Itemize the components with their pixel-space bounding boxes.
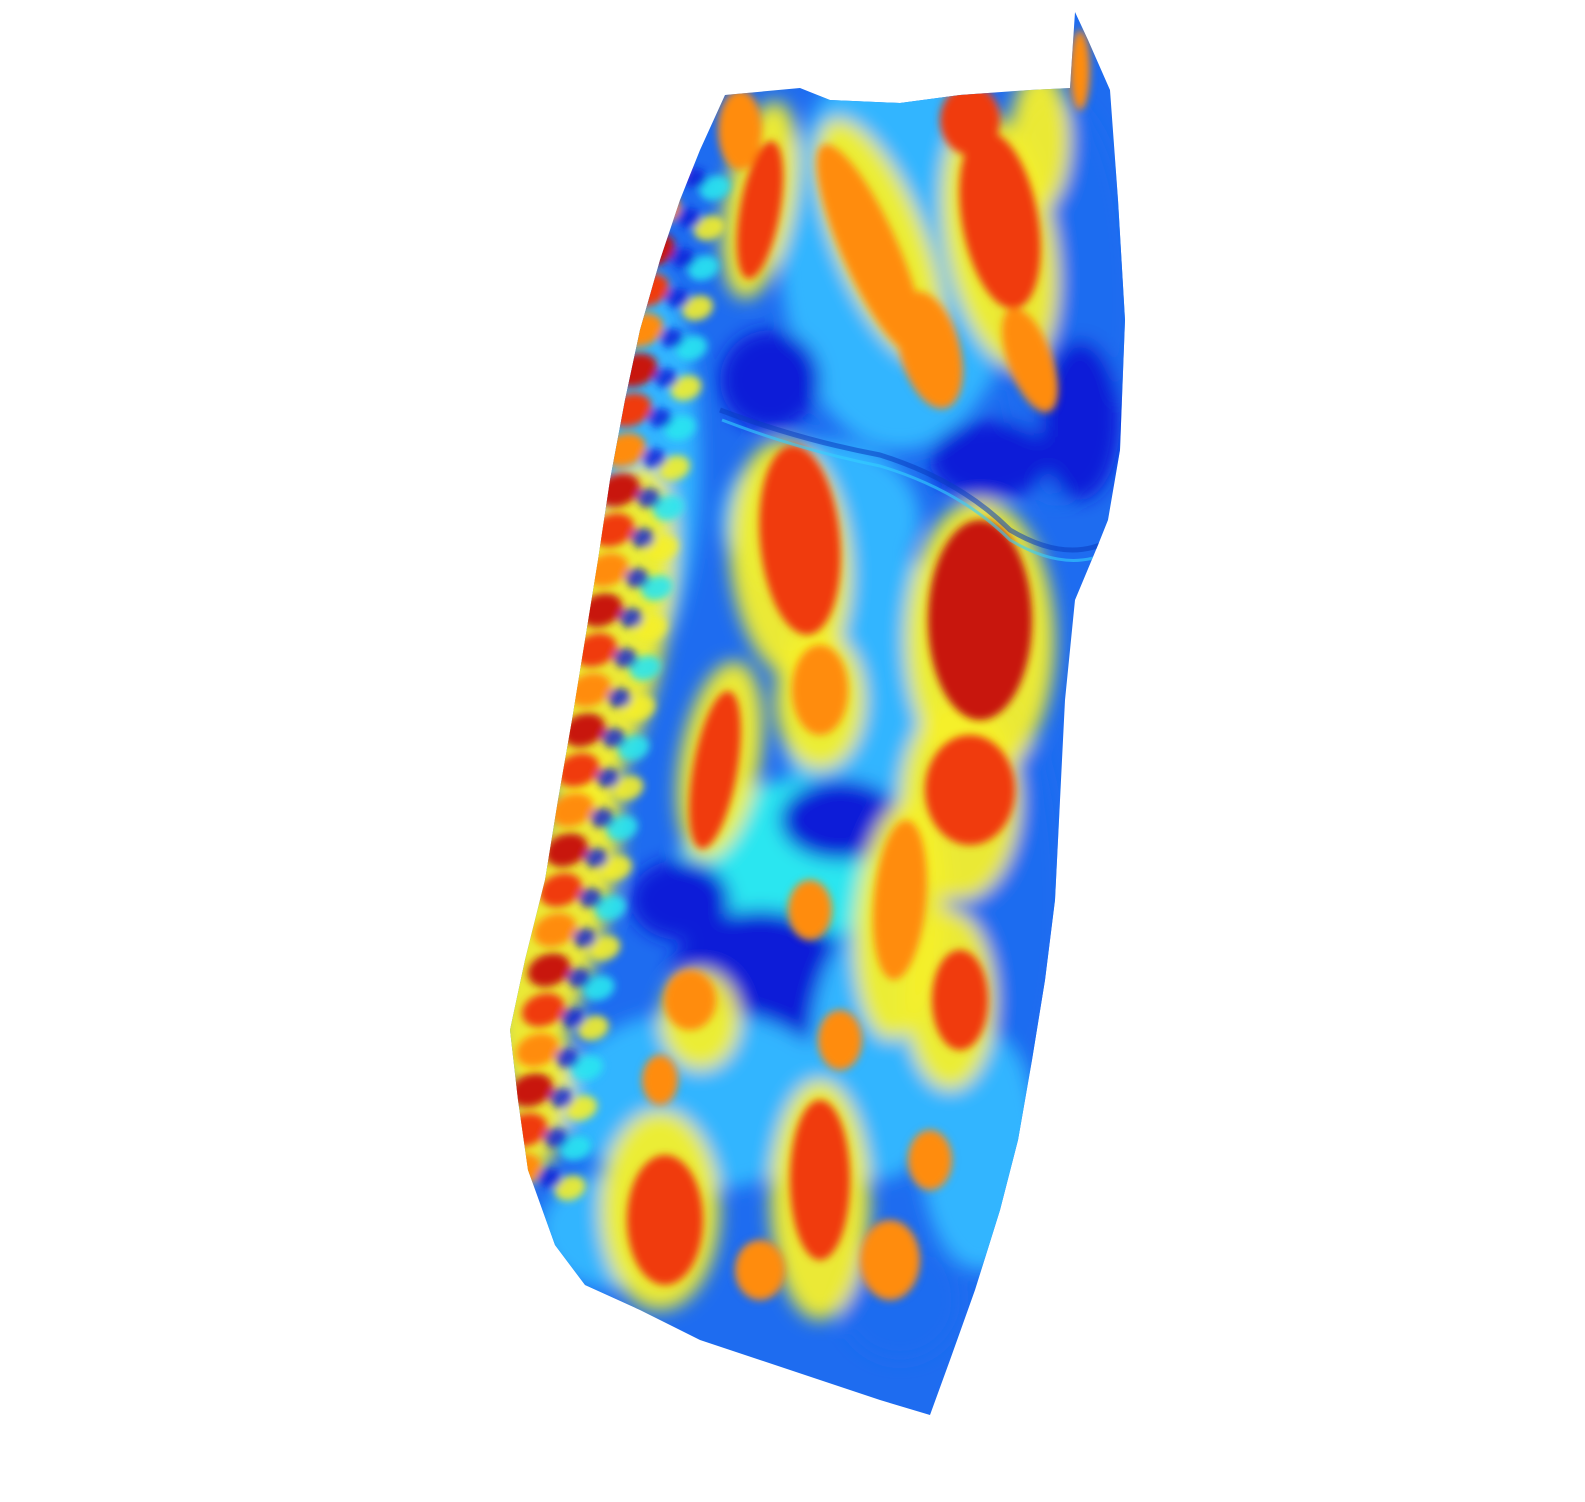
warm-core bbox=[718, 90, 762, 170]
warm-core bbox=[932, 950, 988, 1050]
left-band-spot bbox=[527, 953, 571, 987]
warm-core bbox=[940, 85, 1000, 155]
left-band-spot bbox=[659, 328, 684, 348]
left-band-spot bbox=[578, 888, 603, 908]
left-band-spot bbox=[624, 695, 656, 721]
left-band-spot bbox=[566, 1095, 598, 1121]
left-band-spot bbox=[560, 1135, 592, 1161]
warm-core bbox=[627, 1155, 703, 1285]
cool-patch bbox=[1040, 340, 1120, 500]
left-band-spot bbox=[613, 648, 638, 668]
left-band-spot bbox=[629, 655, 661, 681]
warm-core bbox=[790, 1100, 850, 1260]
warm-core bbox=[959, 131, 1041, 309]
left-band-spot bbox=[630, 528, 655, 548]
warm-core bbox=[642, 1055, 678, 1105]
left-band-spot bbox=[687, 255, 719, 281]
left-band-spot bbox=[641, 575, 673, 601]
left-band-spot bbox=[600, 855, 632, 881]
left-band-spot bbox=[516, 1033, 559, 1067]
left-band-spot bbox=[545, 833, 588, 867]
warm-core bbox=[792, 645, 848, 735]
warm-core bbox=[873, 820, 927, 980]
left-band-spot bbox=[568, 673, 611, 707]
left-band-spot bbox=[556, 753, 600, 787]
left-band-spot bbox=[590, 808, 615, 828]
left-band-spot bbox=[554, 1175, 586, 1201]
left-band-spot bbox=[561, 1008, 586, 1028]
left-band-spot bbox=[671, 248, 696, 268]
warm-core bbox=[860, 1220, 920, 1300]
left-band-spot bbox=[648, 408, 673, 428]
left-band-spot bbox=[677, 208, 702, 228]
left-band-spot bbox=[589, 935, 621, 961]
left-band-spot bbox=[664, 415, 696, 441]
left-band-spot bbox=[647, 535, 679, 561]
left-band-spot bbox=[539, 873, 582, 907]
warm-core bbox=[818, 1010, 862, 1070]
left-band-spot bbox=[583, 975, 615, 1001]
left-band-spot bbox=[670, 375, 702, 401]
left-band-spot bbox=[606, 815, 638, 841]
warm-core bbox=[736, 140, 784, 280]
warm-core bbox=[735, 1240, 785, 1300]
warm-core bbox=[689, 691, 741, 849]
left-band-spot bbox=[533, 913, 577, 947]
left-band-spot bbox=[555, 1048, 580, 1068]
left-band-spot bbox=[538, 1168, 562, 1188]
left-band-spot bbox=[510, 1073, 553, 1107]
left-band-spot bbox=[654, 368, 678, 388]
left-band-spot bbox=[682, 295, 714, 321]
left-band-spot bbox=[596, 768, 620, 788]
left-band-spot bbox=[550, 793, 594, 827]
left-band-spot bbox=[683, 168, 707, 188]
warm-core bbox=[759, 445, 841, 635]
left-band-spot bbox=[607, 688, 632, 708]
left-band-spot bbox=[665, 288, 690, 308]
left-band-spot bbox=[618, 735, 650, 761]
left-band-spot bbox=[612, 775, 644, 801]
warm-core bbox=[925, 735, 1015, 845]
left-band-spot bbox=[653, 495, 685, 521]
left-band-spot bbox=[643, 153, 687, 187]
left-band-spot bbox=[658, 455, 690, 481]
left-band-spot bbox=[699, 175, 731, 201]
cool-patch bbox=[630, 860, 730, 940]
warm-core bbox=[788, 880, 832, 940]
cool-patch bbox=[780, 780, 900, 860]
left-band-spot bbox=[635, 615, 667, 641]
left-band-spot bbox=[601, 728, 626, 748]
left-band-spot bbox=[572, 928, 597, 948]
cool-patch bbox=[720, 330, 820, 430]
left-band-spot bbox=[636, 488, 661, 508]
left-band-spot bbox=[642, 448, 667, 468]
left-band-spot bbox=[625, 568, 649, 588]
left-band-spot bbox=[693, 215, 725, 241]
left-band-spot bbox=[549, 1088, 574, 1108]
warm-core bbox=[928, 520, 1032, 720]
left-band-spot bbox=[584, 848, 609, 868]
warm-core bbox=[908, 1130, 952, 1190]
left-band-spot bbox=[676, 335, 708, 361]
left-band-spot bbox=[562, 713, 606, 747]
left-band-spot bbox=[577, 1015, 609, 1041]
warm-core bbox=[1070, 30, 1090, 110]
left-band-spot bbox=[543, 1128, 568, 1148]
surface-fold-ridge bbox=[719, 407, 1101, 553]
cool-patch bbox=[930, 420, 1050, 500]
warm-core bbox=[897, 291, 963, 409]
surface-fold-ridge-highlight bbox=[721, 418, 1101, 562]
left-band-spot bbox=[619, 608, 644, 628]
warm-core bbox=[664, 970, 716, 1030]
left-band-spot bbox=[595, 895, 627, 921]
warm-core bbox=[1002, 307, 1058, 413]
surface-mesh bbox=[510, 12, 1125, 1415]
left-band-spot bbox=[567, 968, 591, 988]
left-band-spot bbox=[521, 993, 565, 1027]
warm-core bbox=[816, 144, 924, 356]
left-band-spot bbox=[571, 1055, 603, 1081]
